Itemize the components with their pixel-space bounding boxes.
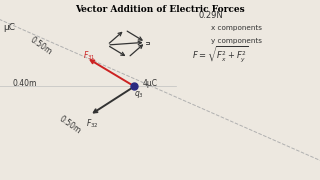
Text: μC: μC <box>3 22 15 32</box>
Text: $F_{32}$: $F_{32}$ <box>86 117 99 130</box>
Text: $q_3$: $q_3$ <box>134 89 144 100</box>
Text: 0.50m: 0.50m <box>29 35 54 57</box>
Text: 0.50m: 0.50m <box>58 114 83 136</box>
Text: 0.40m: 0.40m <box>13 79 37 88</box>
Text: 0.29N: 0.29N <box>198 11 223 20</box>
Text: 4μC: 4μC <box>142 79 157 88</box>
Text: $F_{31}$: $F_{31}$ <box>83 50 96 62</box>
Text: y components: y components <box>211 37 262 44</box>
Text: x components: x components <box>211 25 262 31</box>
Text: $F = \sqrt{F_x^2+F_y^2}$: $F = \sqrt{F_x^2+F_y^2}$ <box>192 45 249 65</box>
Text: Vector Addition of Electric Forces: Vector Addition of Electric Forces <box>75 4 245 14</box>
